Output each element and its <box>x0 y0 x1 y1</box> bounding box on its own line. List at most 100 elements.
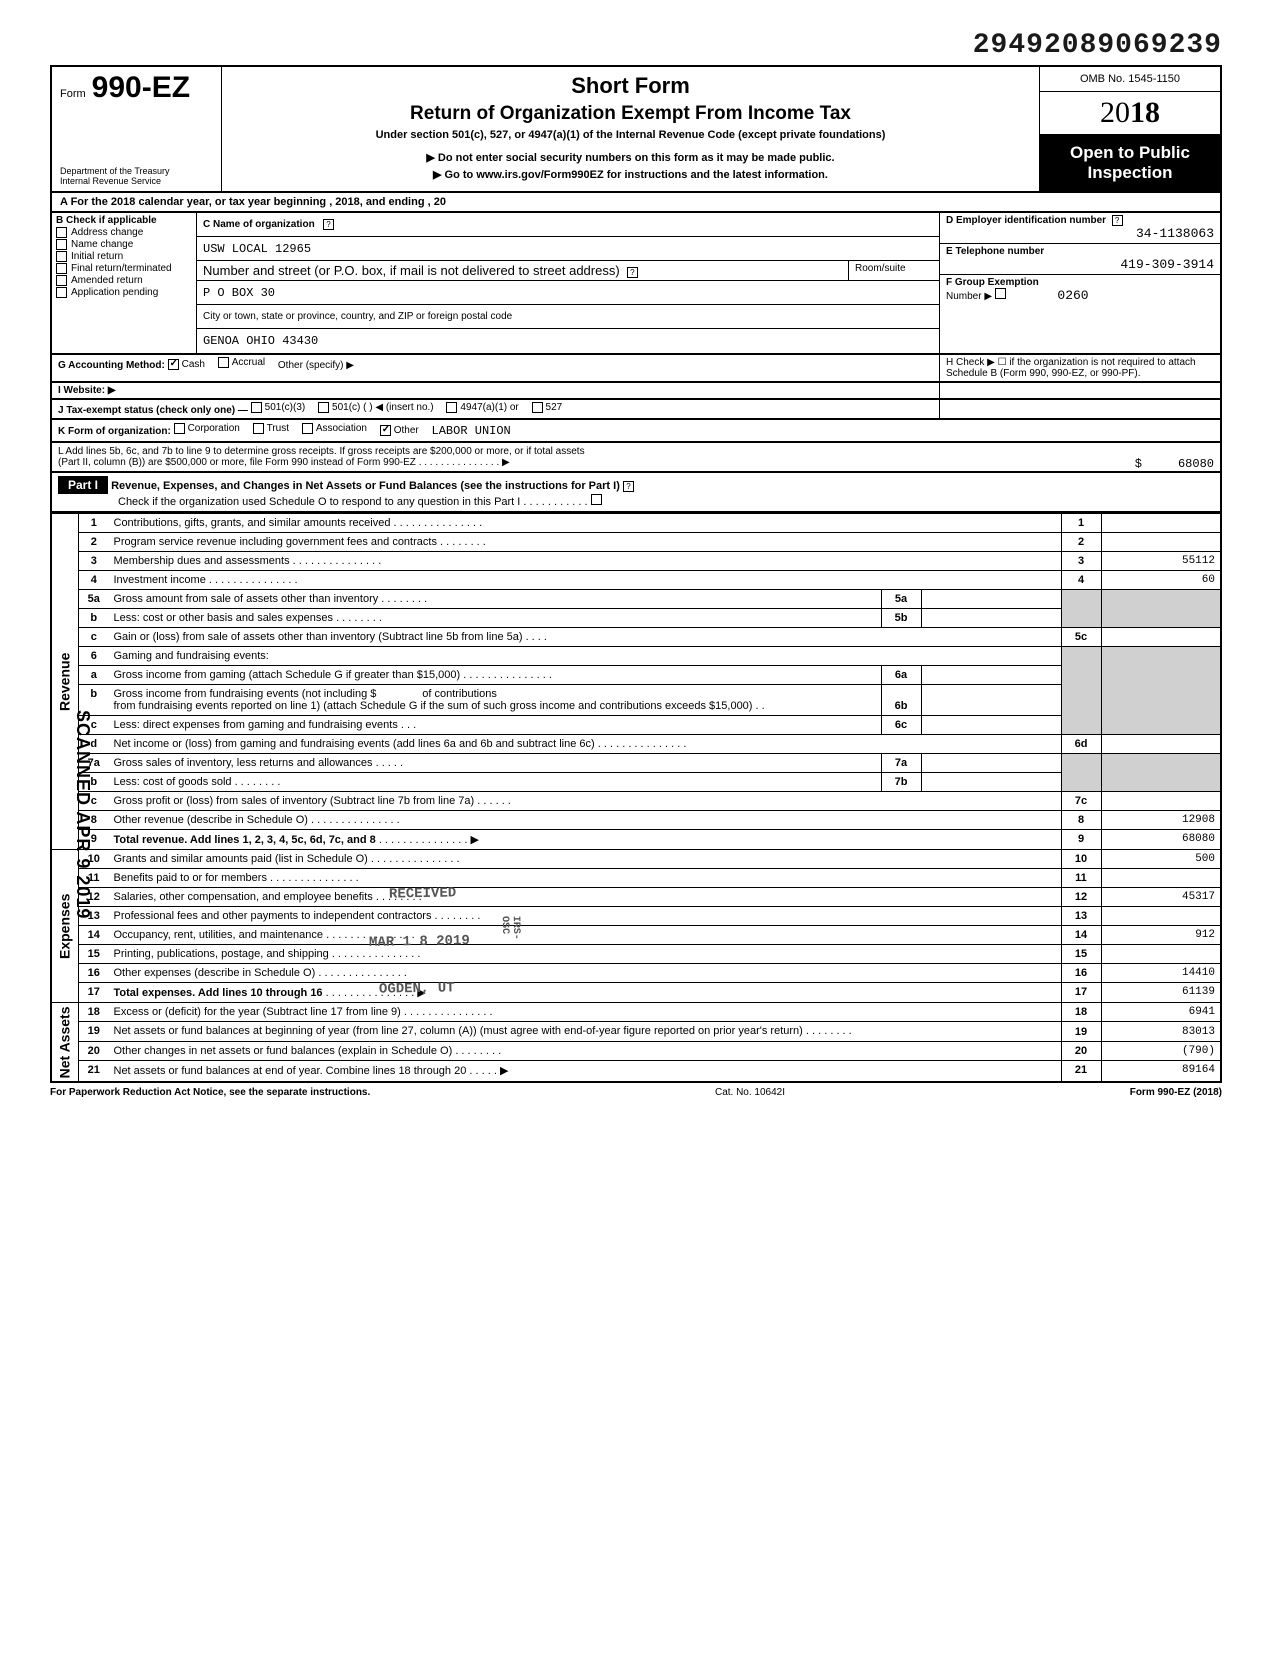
form-prefix: Form <box>60 88 86 100</box>
received-stamp-side: IRS-OSC <box>498 916 520 944</box>
chk-other-org[interactable] <box>380 425 391 436</box>
ln5c-amt <box>1101 628 1221 647</box>
chk-application-pending[interactable] <box>56 287 67 298</box>
lbl-final-return: Final return/terminated <box>71 263 172 274</box>
group-exemption-label2: Number ▶ <box>946 291 992 302</box>
chk-initial-return[interactable] <box>56 251 67 262</box>
ln21-num: 21 <box>79 1061 109 1082</box>
open-to-public: Open to Public Inspection <box>1040 135 1220 191</box>
chk-corporation[interactable] <box>174 423 185 434</box>
ln6a-ibox: 6a <box>881 666 921 685</box>
chk-501c[interactable] <box>318 402 329 413</box>
ln16-num: 16 <box>79 964 109 983</box>
ln5b-iamt <box>921 609 1061 628</box>
chk-4947[interactable] <box>446 402 457 413</box>
form-header: Form 990-EZ Department of the Treasury I… <box>50 65 1222 193</box>
under-section: Under section 501(c), 527, or 4947(a)(1)… <box>232 129 1029 141</box>
ssn-warning: ▶ Do not enter social security numbers o… <box>232 151 1029 164</box>
chk-501c3[interactable] <box>251 402 262 413</box>
chk-cash[interactable] <box>168 359 179 370</box>
side-net-assets: Net Assets <box>51 1003 79 1082</box>
chk-association[interactable] <box>302 423 313 434</box>
ln20-desc: Other changes in net assets or fund bala… <box>114 1045 453 1057</box>
ln11-desc: Benefits paid to or for members <box>114 872 267 884</box>
chk-final-return[interactable] <box>56 263 67 274</box>
ein-help-icon: ? <box>1112 215 1123 226</box>
ln5c-num: c <box>79 628 109 647</box>
ln7a-desc: Gross sales of inventory, less returns a… <box>114 757 373 769</box>
ln4-desc: Investment income <box>114 574 206 586</box>
form-number: 990-EZ <box>92 71 190 105</box>
header-right: OMB No. 1545-1150 20201818 Open to Publi… <box>1040 67 1220 191</box>
row-l-amt: 68080 <box>1178 457 1214 471</box>
ln6d-box: 6d <box>1061 735 1101 754</box>
ln16-desc: Other expenses (describe in Schedule O) <box>114 967 316 979</box>
chk-address-change[interactable] <box>56 227 67 238</box>
name-help-icon: ? <box>323 219 334 230</box>
ln3-desc: Membership dues and assessments <box>114 555 290 567</box>
group-exemption-box <box>995 288 1006 299</box>
street-help-icon: ? <box>627 267 638 278</box>
ln7b-ibox: 7b <box>881 773 921 792</box>
header-middle: Short Form Return of Organization Exempt… <box>222 67 1040 191</box>
ln6c-iamt <box>921 716 1061 735</box>
row-k: K Form of organization: Corporation Trus… <box>50 420 1222 443</box>
org-name: USW LOCAL 12965 <box>203 242 311 256</box>
row-a-calendar-year: A For the 2018 calendar year, or tax yea… <box>50 193 1222 213</box>
ln2-amt <box>1101 533 1221 552</box>
ln3-box: 3 <box>1061 552 1101 571</box>
ln20-num: 20 <box>79 1041 109 1060</box>
ln10-desc: Grants and similar amounts paid (list in… <box>114 853 368 865</box>
lines-table: Revenue 1 Contributions, gifts, grants, … <box>50 513 1222 1083</box>
page-footer: For Paperwork Reduction Act Notice, see … <box>50 1087 1222 1098</box>
ln4-num: 4 <box>79 571 109 590</box>
received-stamp-l1: RECEIVED <box>388 885 455 902</box>
ln16-amt: 14410 <box>1101 964 1221 983</box>
tracking-number: 29492089069239 <box>50 30 1222 61</box>
ln5b-ibox: 5b <box>881 609 921 628</box>
ln2-num: 2 <box>79 533 109 552</box>
ln21-box: 21 <box>1061 1061 1101 1082</box>
chk-527[interactable] <box>532 402 543 413</box>
footer-right: Form 990-EZ (2018) <box>1130 1087 1222 1098</box>
ln17-desc: Total expenses. Add lines 10 through 16 <box>114 987 323 999</box>
ln14-num: 14 <box>79 926 109 945</box>
open-public-2: Inspection <box>1044 163 1216 183</box>
part-1-badge: Part I <box>58 476 108 494</box>
room-label: Room/suite <box>849 261 939 280</box>
ln17-box: 17 <box>1061 983 1101 1003</box>
ln19-desc: Net assets or fund balances at beginning… <box>114 1025 803 1037</box>
lbl-trust: Trust <box>267 423 289 434</box>
chk-schedule-o[interactable] <box>591 494 602 505</box>
ln7c-desc: Gross profit or (loss) from sales of inv… <box>114 795 475 807</box>
info-grid: B Check if applicable Address change Nam… <box>50 213 1222 355</box>
chk-accrual[interactable] <box>218 357 229 368</box>
ln7a-iamt <box>921 754 1061 773</box>
ln17-amt: 61139 <box>1101 983 1221 1003</box>
ln6c-ibox: 6c <box>881 716 921 735</box>
ln8-amt: 12908 <box>1101 811 1221 830</box>
ln7b-iamt <box>921 773 1061 792</box>
ln14-box: 14 <box>1061 926 1101 945</box>
part-1-title: Revenue, Expenses, and Changes in Net As… <box>111 480 620 492</box>
row-g-h: G Accounting Method: Cash Accrual Other … <box>50 355 1222 383</box>
ln18-amt: 6941 <box>1101 1003 1221 1022</box>
ln5c-desc: Gain or (loss) from sale of assets other… <box>114 631 523 643</box>
ln6b-ibox: 6b <box>881 685 921 716</box>
ln18-num: 18 <box>79 1003 109 1022</box>
ln6-num: 6 <box>79 647 109 666</box>
ein-value: 34-1138063 <box>946 226 1214 241</box>
footer-left: For Paperwork Reduction Act Notice, see … <box>50 1087 370 1098</box>
ln6d-desc: Net income or (loss) from gaming and fun… <box>114 738 595 750</box>
ln6-desc: Gaming and fundraising events: <box>109 647 1062 666</box>
ln19-box: 19 <box>1061 1022 1101 1041</box>
chk-name-change[interactable] <box>56 239 67 250</box>
tax-exempt-label: J Tax-exempt status (check only one) — <box>58 405 248 416</box>
ln4-amt: 60 <box>1101 571 1221 590</box>
ln12-box: 12 <box>1061 888 1101 907</box>
ln6b-iamt <box>921 685 1061 716</box>
ln5a-ibox: 5a <box>881 590 921 609</box>
chk-amended-return[interactable] <box>56 275 67 286</box>
ln18-box: 18 <box>1061 1003 1101 1022</box>
chk-trust[interactable] <box>253 423 264 434</box>
